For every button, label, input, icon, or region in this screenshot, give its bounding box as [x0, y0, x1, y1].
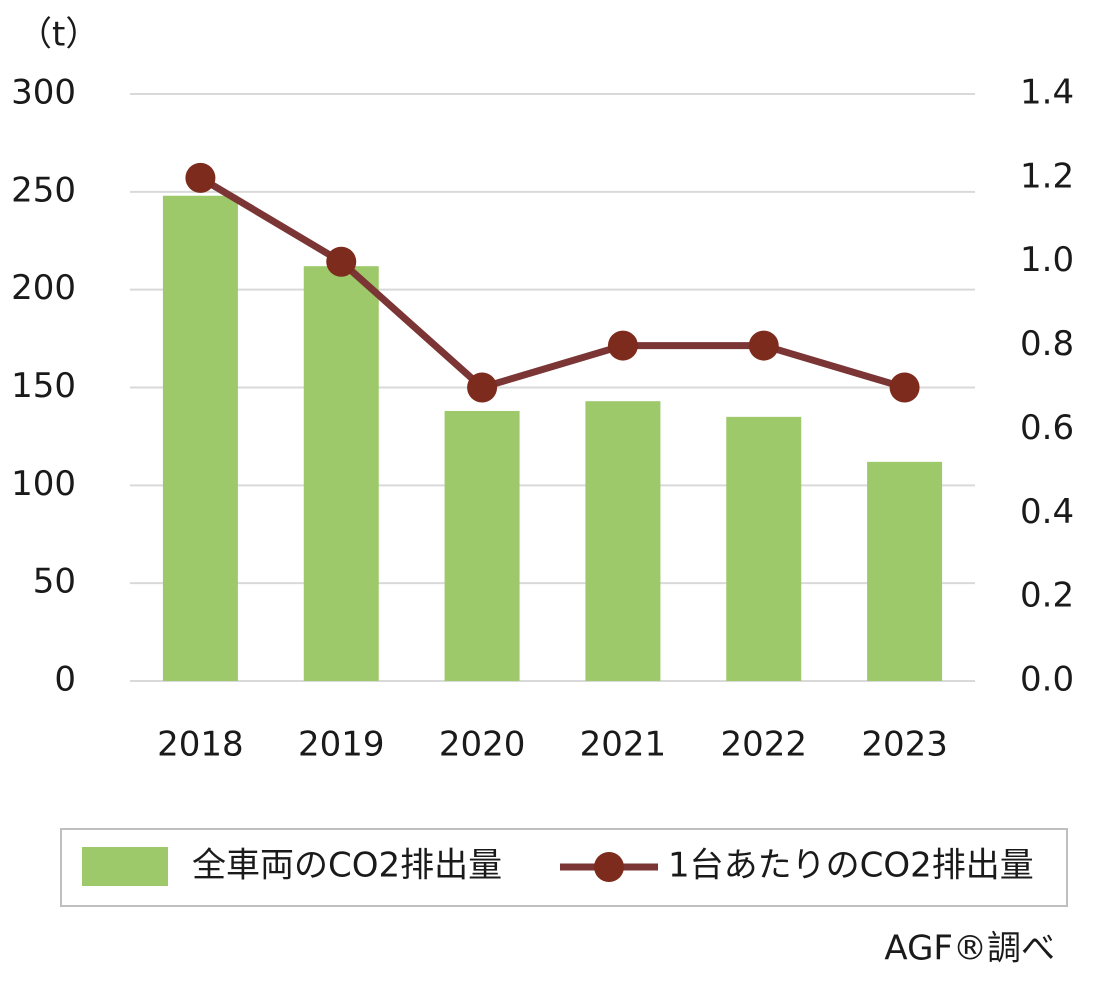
y2-tick-label: 0.2 [1020, 576, 1074, 616]
bar [726, 416, 802, 681]
legend-marker [594, 852, 624, 882]
y-tick-label: 200 [11, 268, 76, 308]
legend-box [60, 828, 1068, 907]
y-tick-label: 50 [33, 562, 76, 602]
x-tick-label: 2021 [580, 725, 667, 765]
line [198, 174, 906, 391]
legend-swatch [82, 847, 168, 886]
bar [162, 195, 238, 681]
y2-tick-label: 1.4 [1020, 73, 1074, 113]
y2-tick-label: 0.0 [1020, 660, 1074, 700]
y-unit-label: （t） [18, 15, 99, 55]
legend-label: 全車両のCO2排出量 [192, 846, 502, 886]
y2-tick-label: 0.4 [1020, 492, 1074, 532]
bar [867, 461, 943, 681]
legend-label: 1台あたりのCO2排出量 [668, 846, 1034, 886]
line-marker [326, 246, 357, 277]
line-marker [607, 330, 638, 361]
line-marker [467, 372, 498, 403]
x-tick-label: 2022 [720, 725, 807, 765]
x-tick-label: 2020 [439, 725, 526, 765]
bar [303, 266, 379, 681]
y2-tick-label: 1.0 [1020, 240, 1074, 280]
line-marker [185, 162, 216, 193]
x-tick-label: 2019 [298, 725, 385, 765]
y-tick-label: 150 [11, 366, 76, 406]
y-tick-label: 100 [11, 464, 76, 504]
line-marker [889, 372, 920, 403]
y-tick-label: 300 [11, 73, 76, 113]
x-tick-label: 2023 [861, 725, 948, 765]
bar [444, 410, 520, 681]
line-marker [748, 330, 779, 361]
y2-tick-label: 0.8 [1020, 324, 1074, 364]
y-tick-label: 0 [54, 660, 76, 700]
bar [585, 401, 661, 681]
y2-tick-label: 1.2 [1020, 156, 1074, 196]
source-note: AGF®調べ [884, 929, 1055, 969]
x-tick-label: 2018 [157, 725, 244, 765]
y2-tick-label: 0.6 [1020, 408, 1074, 448]
y-tick-label: 250 [11, 170, 76, 210]
